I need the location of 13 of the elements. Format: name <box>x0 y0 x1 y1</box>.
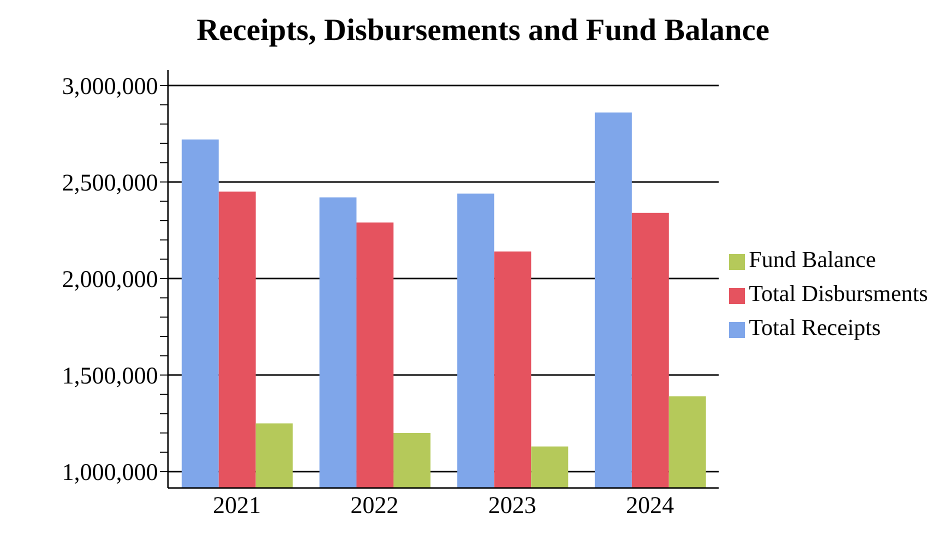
y-tick-label: 1,500,000 <box>62 364 158 390</box>
y-tick-label: 2,000,000 <box>62 267 158 294</box>
legend-label: Total Disbursments <box>748 281 928 306</box>
y-tick-label: 3,000,000 <box>62 74 158 100</box>
legend-label: Total Receipts <box>748 315 881 340</box>
x-tick-label: 2021 <box>212 493 261 520</box>
y-tick-label: 1,000,000 <box>62 460 158 486</box>
chart-title: Receipts, Disbursements and Fund Balance <box>196 11 770 49</box>
y-tick-label: 2,500,000 <box>62 170 158 196</box>
x-tick-label: 2023 <box>488 493 536 520</box>
legend-label: Fund Balance <box>748 247 876 272</box>
x-tick-label: 2024 <box>626 493 674 520</box>
x-tick-label: 2022 <box>350 493 399 520</box>
